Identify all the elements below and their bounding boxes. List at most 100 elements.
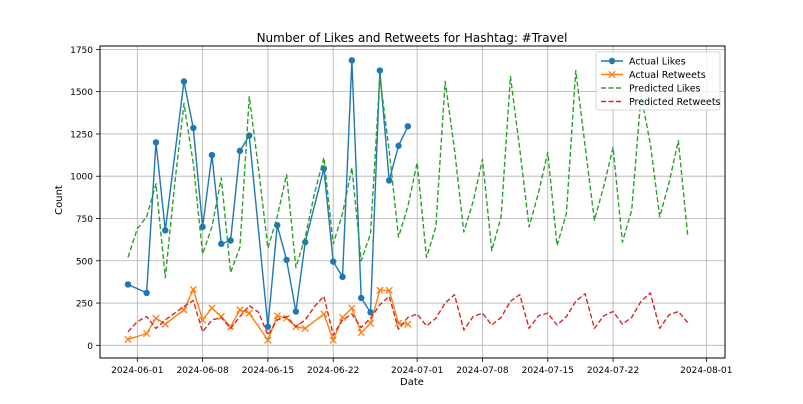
x-tick-label: 2024-06-15 <box>242 366 294 376</box>
data-point <box>208 151 216 159</box>
data-point <box>301 324 309 333</box>
data-point <box>329 336 337 344</box>
data-point <box>348 304 356 312</box>
data-point <box>339 273 346 281</box>
data-point <box>142 329 151 338</box>
x-tick-label: 2024-06-01 <box>111 366 163 376</box>
x-tick-label: 2024-08-01 <box>680 366 732 376</box>
data-point-stroke <box>366 319 375 327</box>
data-point-stroke <box>208 304 216 312</box>
data-point <box>236 147 244 155</box>
data-point <box>180 306 188 314</box>
data-point-stroke <box>376 286 384 295</box>
data-point-stroke <box>320 310 328 318</box>
series-predicted-retweets <box>127 292 689 336</box>
data-point <box>152 139 160 146</box>
data-point <box>218 240 225 248</box>
data-point-stroke <box>394 319 403 327</box>
legend-marker <box>608 57 616 65</box>
legend-item: Predicted Likes <box>601 84 701 95</box>
series-actual-likes <box>124 57 412 330</box>
data-point-stroke <box>152 314 160 322</box>
data-point <box>357 328 365 337</box>
data-point-stroke <box>282 314 291 322</box>
series-group <box>124 57 689 344</box>
data-point <box>376 286 384 295</box>
data-point-stroke <box>180 306 188 314</box>
legend: Actual Likes Actual Retweets Predicted Lik… <box>595 51 721 111</box>
data-point-stroke <box>357 328 365 337</box>
x-tick-label: 2024-06-22 <box>307 366 359 376</box>
axes: 2024-06-01 2024-06-08 2024-06-15 2024-06-22… <box>70 46 732 376</box>
data-point-stroke <box>245 309 253 317</box>
data-point <box>338 313 347 322</box>
data-point <box>152 314 160 322</box>
data-point-stroke <box>348 304 356 312</box>
series-line <box>127 292 689 336</box>
data-point-stroke <box>329 336 337 344</box>
data-point <box>292 308 300 315</box>
data-point <box>245 309 253 317</box>
y-tick-label: 1750 <box>70 46 93 56</box>
data-point <box>189 285 197 294</box>
data-point-stroke <box>236 306 244 314</box>
y-axis-label: Count <box>54 185 65 215</box>
data-point-stroke <box>198 316 207 324</box>
y-tick-label: 1250 <box>70 130 93 140</box>
data-point <box>320 310 328 318</box>
data-point <box>198 316 207 324</box>
data-point <box>273 312 281 320</box>
legend-item: Predicted Retweets <box>601 97 721 108</box>
data-point <box>264 336 272 344</box>
data-point-stroke <box>338 313 347 322</box>
data-point <box>143 289 150 297</box>
data-point <box>162 227 169 234</box>
data-point <box>330 258 337 265</box>
legend-label: Predicted Retweets <box>629 97 721 108</box>
data-point <box>199 223 206 231</box>
series-line <box>127 69 689 279</box>
data-point <box>404 320 412 328</box>
data-point-stroke <box>264 336 272 344</box>
chart-title: Number of Likes and Retweets for Hashtag… <box>257 31 568 45</box>
legend-label: Actual Retweets <box>629 70 706 81</box>
data-point <box>282 314 291 322</box>
plot-area-frame <box>99 45 726 359</box>
y-tick-label: 500 <box>76 257 93 267</box>
legend-label: Predicted Likes <box>629 84 701 95</box>
y-tick-label: 1000 <box>70 173 93 183</box>
x-axis-label: Date <box>400 377 424 388</box>
data-point <box>385 286 393 295</box>
x-tick-label: 2024-07-22 <box>587 366 639 376</box>
legend-item: Actual Likes <box>601 57 686 68</box>
data-point <box>264 323 272 330</box>
legend-item: Actual Retweets <box>601 70 706 81</box>
data-point <box>217 312 225 321</box>
data-point-stroke <box>142 329 151 338</box>
data-point <box>395 142 402 149</box>
data-point <box>236 306 244 314</box>
data-point <box>227 237 234 244</box>
series-predicted-likes <box>127 69 689 279</box>
data-point <box>246 132 253 139</box>
data-point-stroke <box>385 286 393 295</box>
data-point-stroke <box>124 335 132 344</box>
data-point-stroke <box>217 312 225 321</box>
data-point <box>180 78 188 85</box>
data-point <box>376 67 384 74</box>
series-actual-retweets <box>124 285 412 344</box>
legend-label: Actual Likes <box>629 57 686 68</box>
data-point <box>208 304 216 312</box>
y-tick-label: 750 <box>76 215 93 225</box>
data-point <box>348 57 356 64</box>
x-tick-label: 2024-07-15 <box>522 366 574 376</box>
data-point-stroke <box>301 324 309 333</box>
data-point <box>124 335 132 344</box>
data-point <box>190 124 197 132</box>
data-point <box>367 309 374 316</box>
data-point-stroke <box>273 312 281 320</box>
y-tick-label: 0 <box>87 342 93 352</box>
legend-marker <box>608 70 616 79</box>
